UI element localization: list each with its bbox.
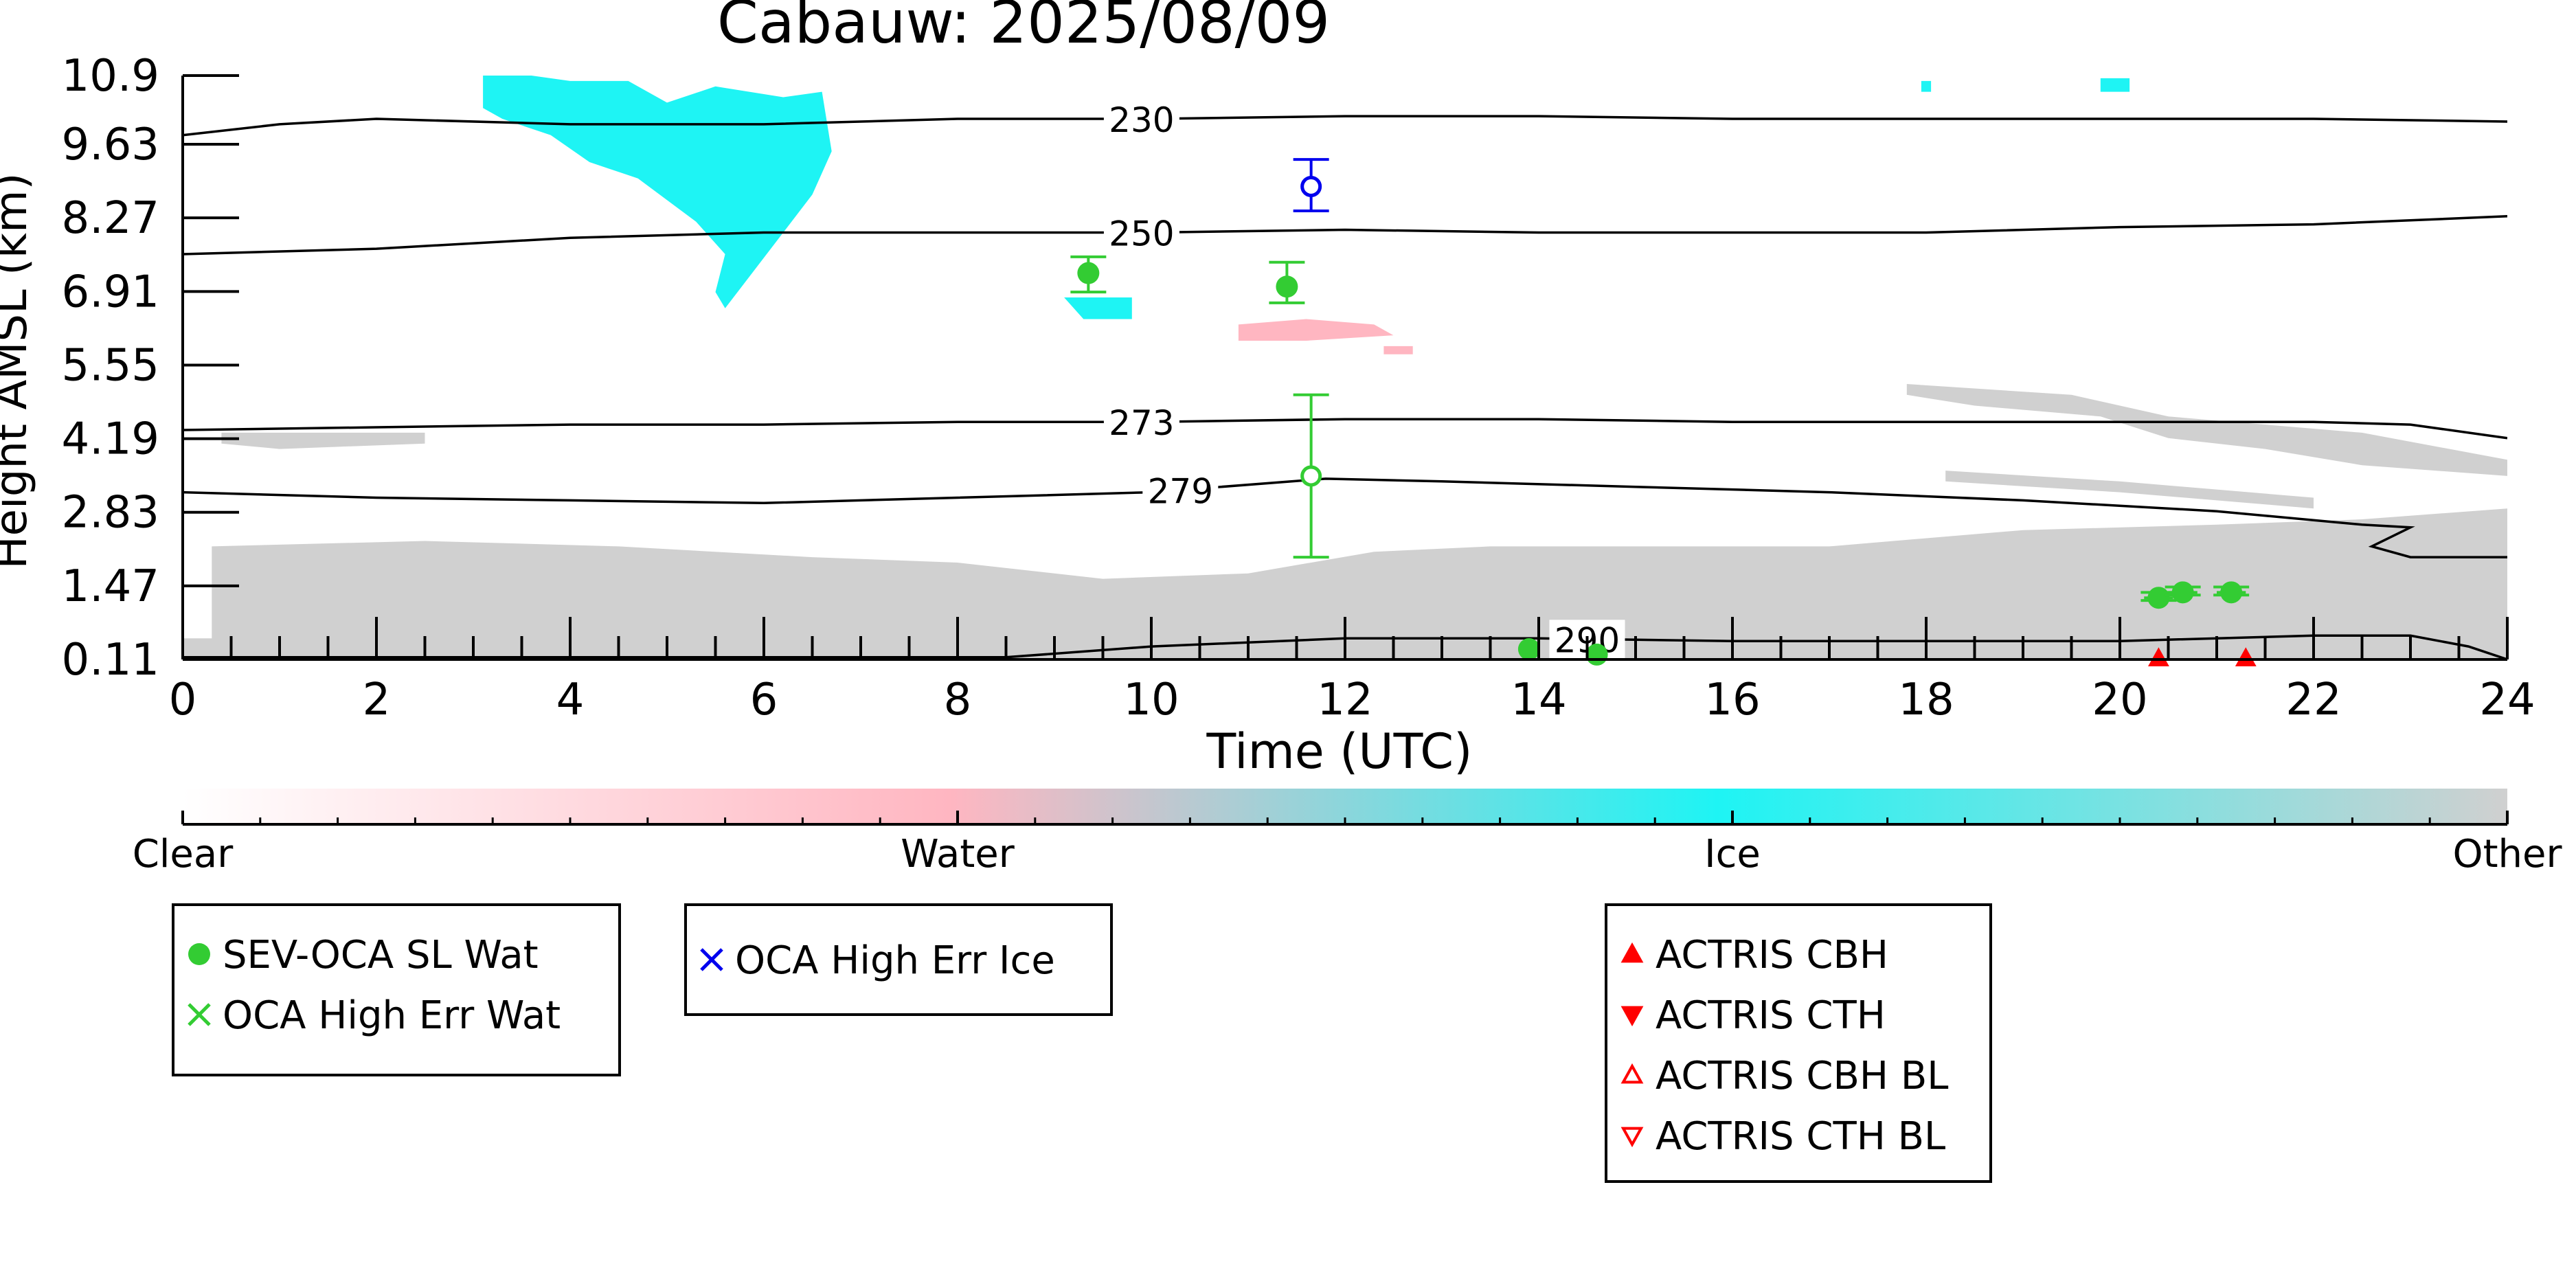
legend-entry-label: ACTRIS CTH bbox=[1656, 993, 1886, 1038]
legend-box-2: OCA High Err Ice bbox=[684, 903, 1113, 1016]
point-actris-cbh bbox=[2148, 647, 2169, 667]
x-tick-label: 14 bbox=[1511, 675, 1566, 725]
y-tick-label: 5.55 bbox=[62, 340, 160, 391]
y-tick-label: 9.63 bbox=[62, 120, 160, 170]
x-tick-label: 4 bbox=[556, 675, 585, 725]
isotherm-230 bbox=[183, 115, 2507, 137]
isotherm-label-bg bbox=[1103, 100, 1179, 139]
legend-entry-label: OCA High Err Wat bbox=[223, 993, 561, 1038]
colorbar-gradient bbox=[183, 789, 2507, 823]
colorbar-label-water: Water bbox=[901, 832, 1015, 877]
isotherm-label-bg bbox=[1103, 403, 1179, 442]
legend-marker-triangle bbox=[1620, 1006, 1644, 1027]
legends: SEV-OCA SL Wat OCA High Err Wat OCA High E… bbox=[172, 903, 1992, 1183]
mask-region-ice bbox=[1064, 297, 1132, 319]
x-tick-label: 6 bbox=[750, 675, 778, 725]
legend-marker-x bbox=[188, 1003, 211, 1026]
legend-frame bbox=[172, 903, 621, 1076]
legend-frame bbox=[1605, 903, 1992, 1183]
y-tick-label: 2.83 bbox=[62, 488, 160, 539]
mask-region-water bbox=[1383, 346, 1413, 354]
isotherm-273 bbox=[183, 418, 2507, 440]
y-tick-label: 4.19 bbox=[62, 414, 160, 465]
colorbar-label-other: Other bbox=[2452, 832, 2562, 877]
isotherm-label-279: 279 bbox=[1148, 471, 1213, 511]
x-tick-label: 18 bbox=[1898, 675, 1954, 725]
x-tick-label: 2 bbox=[363, 675, 391, 725]
isotherm-label-230: 230 bbox=[1109, 100, 1174, 140]
legend-entry-label: OCA High Err Ice bbox=[735, 938, 1055, 983]
mask-region-other bbox=[221, 432, 425, 449]
isotherm-label-273: 273 bbox=[1109, 403, 1174, 443]
legend-entry-label: ACTRIS CTH BL bbox=[1656, 1114, 1945, 1159]
legend-box-1: SEV-OCA SL Wat OCA High Err Wat bbox=[172, 903, 621, 1076]
point-sev-oca-sl-wat bbox=[2171, 581, 2194, 604]
point-sev-oca-sl-wat bbox=[1517, 638, 1540, 661]
chart-title: Cabauw: 2025/08/09 bbox=[717, 0, 1330, 57]
x-tick-label: 22 bbox=[2285, 675, 2341, 725]
y-tick-label: 1.47 bbox=[62, 561, 160, 612]
mask-region-water bbox=[1238, 319, 1394, 341]
y-ticks: 0.11 1.47 2.83 4.19 5.55 6.91 8.27 9.63 10.9 bbox=[62, 51, 239, 686]
legend-frame bbox=[684, 903, 1113, 1016]
x-tick-label: 16 bbox=[1704, 675, 1760, 725]
legend-entry-label: ACTRIS CBH BL bbox=[1656, 1054, 1948, 1098]
point-oca-high-err-wat bbox=[1300, 465, 1322, 487]
point-actris-cbh bbox=[2235, 647, 2257, 667]
colorbar-labels: Clear Water Ice Other bbox=[133, 811, 2562, 877]
isotherm-label-250: 250 bbox=[1109, 214, 1174, 253]
mask-region-ice bbox=[483, 76, 832, 308]
point-sev-oca-sl-wat bbox=[1585, 643, 1608, 666]
series-layer bbox=[1070, 158, 2257, 667]
x-tick-label: 0 bbox=[169, 675, 197, 725]
isotherm-279 bbox=[183, 477, 2507, 558]
x-axis-label: Time (UTC) bbox=[1206, 723, 1473, 780]
colorbar-label-clear: Clear bbox=[133, 832, 234, 877]
legend-marker-x bbox=[700, 948, 723, 971]
legend-marker-triangle bbox=[1620, 1063, 1644, 1084]
mask-region-other bbox=[1906, 384, 2507, 476]
y-tick-label: 10.9 bbox=[62, 51, 160, 102]
colorbar: Clear Water Ice Other bbox=[133, 789, 2562, 877]
x-ticks: 0 2 4 6 8 10 12 14 16 18 20 22 24 bbox=[169, 617, 2535, 725]
point-sev-oca-sl-wat bbox=[2220, 581, 2243, 604]
x-tick-label: 12 bbox=[1317, 675, 1372, 725]
point-sev-oca-sl-wat bbox=[1276, 275, 1298, 298]
legend-marker-triangle bbox=[1620, 942, 1644, 963]
isotherm-label-bg bbox=[1142, 471, 1219, 510]
x-tick-label: 24 bbox=[2479, 675, 2535, 725]
legend-box-3: ACTRIS CBH ACTRIS CTH ACTRIS CBH BL ACTRIS … bbox=[1605, 903, 1992, 1183]
legend-marker-triangle bbox=[1620, 1127, 1644, 1148]
isotherm-label-bg bbox=[1103, 213, 1179, 252]
y-tick-label: 8.27 bbox=[62, 193, 160, 244]
x-tick-label: 8 bbox=[944, 675, 972, 725]
legend-marker-circle bbox=[188, 943, 210, 965]
point-sev-oca-sl-wat bbox=[2147, 587, 2170, 609]
colorbar-label-ice: Ice bbox=[1704, 832, 1761, 877]
legend-entry-label: ACTRIS CBH bbox=[1656, 933, 1888, 978]
mask-region-ice bbox=[1921, 80, 1932, 92]
x-tick-label: 20 bbox=[2092, 675, 2147, 725]
legend-entry-label: SEV-OCA SL Wat bbox=[223, 933, 539, 978]
cloud-mask-layer bbox=[183, 76, 2507, 659]
mask-region-other bbox=[1945, 471, 2314, 509]
isotherm-250 bbox=[183, 215, 2507, 256]
y-tick-label: 6.91 bbox=[62, 267, 160, 317]
mask-region-ice bbox=[2100, 78, 2130, 92]
point-sev-oca-sl-wat bbox=[1077, 262, 1100, 284]
x-tick-label: 10 bbox=[1123, 675, 1179, 725]
y-axis-label: Height AMSL (km) bbox=[0, 173, 37, 569]
point-oca-high-err-ice bbox=[1300, 175, 1322, 197]
y-tick-label: 0.11 bbox=[62, 635, 160, 686]
